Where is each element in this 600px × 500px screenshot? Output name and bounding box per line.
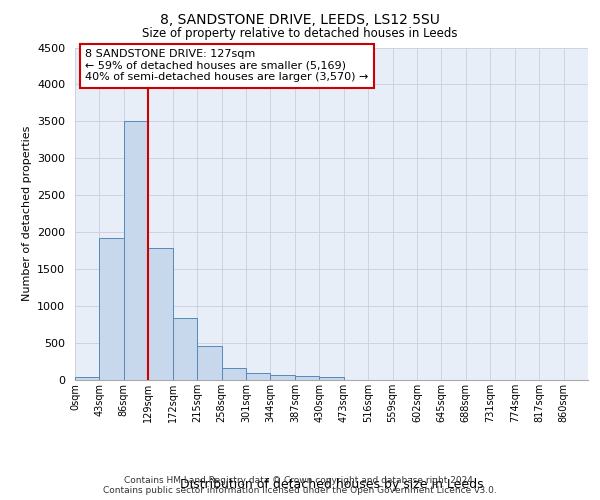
Text: Size of property relative to detached houses in Leeds: Size of property relative to detached ho… (142, 28, 458, 40)
Bar (221, 368, 246, 380)
Y-axis label: Number of detached properties: Number of detached properties (22, 126, 32, 302)
Text: 8, SANDSTONE DRIVE, LEEDS, LS12 5SU: 8, SANDSTONE DRIVE, LEEDS, LS12 5SU (160, 12, 440, 26)
Bar (173, 318, 197, 380)
Bar (295, 376, 319, 380)
Bar (148, 248, 173, 380)
Bar (75, 377, 100, 380)
X-axis label: Distribution of detached houses by size in Leeds: Distribution of detached houses by size … (179, 478, 484, 490)
Text: Contains public sector information licensed under the Open Government Licence v3: Contains public sector information licen… (103, 486, 497, 495)
Bar (197, 346, 221, 380)
Bar (319, 378, 344, 380)
Text: 8 SANDSTONE DRIVE: 127sqm
← 59% of detached houses are smaller (5,169)
40% of se: 8 SANDSTONE DRIVE: 127sqm ← 59% of detac… (85, 49, 368, 82)
Text: Contains HM Land Registry data © Crown copyright and database right 2024.: Contains HM Land Registry data © Crown c… (124, 476, 476, 485)
Bar (124, 122, 148, 380)
Bar (246, 374, 271, 380)
Bar (100, 238, 124, 380)
Bar (271, 375, 295, 380)
